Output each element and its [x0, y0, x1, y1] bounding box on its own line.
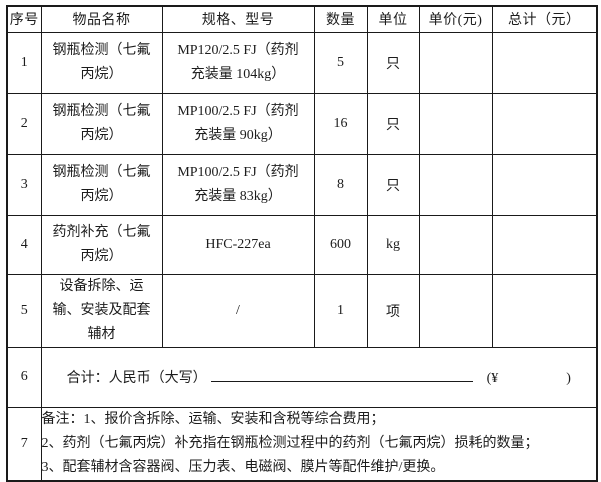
table-row: 2 钢瓶检测（七氟 丙烷） MP100/2.5 FJ（药剂 充装量 90kg） … — [6, 92, 598, 155]
table-row: 5 设备拆除、运 输、安装及配套 辅材 / 1 项 — [6, 273, 598, 348]
cell-quantity: 16 — [313, 92, 368, 155]
remark-line-2: 2、药剂（七氟丙烷）补充指在钢瓶检测过程中的药剂（七氟丙烷）损耗的数量； — [41, 435, 539, 451]
total-cell: 合计：人民币（大写） (¥) — [40, 346, 598, 408]
total-row: 6 合计：人民币（大写） (¥) — [6, 346, 598, 408]
remark-line-1: 备注：1、报价含拆除、运输、安装和含税等综合费用； — [41, 411, 385, 427]
cell-unit: 只 — [366, 92, 420, 155]
cell-unit-price — [418, 214, 493, 275]
cell-total — [491, 31, 598, 94]
cell-total — [491, 153, 598, 216]
cell-no: 3 — [6, 153, 42, 216]
cell-no: 1 — [6, 31, 42, 94]
header-quantity: 数量 — [313, 5, 368, 33]
cell-unit-price — [418, 273, 493, 348]
cell-quantity: 600 — [313, 214, 368, 275]
cell-item-name: 钢瓶检测（七氟 丙烷） — [40, 153, 163, 216]
cell-no: 7 — [6, 406, 42, 481]
cell-item-name: 钢瓶检测（七氟 丙烷） — [40, 31, 163, 94]
cell-spec-model: MP100/2.5 FJ（药剂 充装量 90kg） — [161, 92, 315, 155]
cell-item-name: 钢瓶检测（七氟 丙烷） — [40, 92, 163, 155]
cell-total — [491, 273, 598, 348]
cell-quantity: 5 — [313, 31, 368, 94]
cell-unit: 项 — [366, 273, 420, 348]
cell-spec-model: / — [161, 273, 315, 348]
table-row: 4 药剂补充（七氟 丙烷） HFC-227ea 600 kg — [6, 214, 598, 275]
remarks-row: 7 备注：1、报价含拆除、运输、安装和含税等综合费用； 2、药剂（七氟丙烷）补充… — [6, 406, 598, 481]
remarks-cell: 备注：1、报价含拆除、运输、安装和含税等综合费用； 2、药剂（七氟丙烷）补充指在… — [40, 406, 598, 481]
cell-no: 4 — [6, 214, 42, 275]
cell-unit-price — [418, 153, 493, 216]
cell-item-name: 药剂补充（七氟 丙烷） — [40, 214, 163, 275]
currency-open-paren: (¥ — [486, 371, 499, 386]
cell-item-name: 设备拆除、运 输、安装及配套 辅材 — [40, 273, 163, 348]
cell-unit-price — [418, 31, 493, 94]
cell-spec-model: MP120/2.5 FJ（药剂 充装量 104kg） — [161, 31, 315, 94]
header-unit: 单位 — [366, 5, 420, 33]
cell-no: 5 — [6, 273, 42, 348]
table-header-row: 序号 物品名称 规格、型号 数量 单位 单价(元) 总计（元） — [6, 5, 598, 33]
cell-quantity: 8 — [313, 153, 368, 216]
total-line: 合计：人民币（大写） (¥) — [67, 371, 571, 386]
cell-quantity: 1 — [313, 273, 368, 348]
cell-unit: 只 — [366, 153, 420, 216]
table-row: 3 钢瓶检测（七氟 丙烷） MP100/2.5 FJ（药剂 充装量 83kg） … — [6, 153, 598, 216]
cell-spec-model: MP100/2.5 FJ（药剂 充装量 83kg） — [161, 153, 315, 216]
cell-no: 6 — [6, 346, 42, 408]
header-item-name: 物品名称 — [40, 5, 163, 33]
remark-line-3: 3、配套辅材含容器阀、压力表、电磁阀、膜片等配件维护/更换。 — [41, 459, 445, 475]
header-unit-price: 单价(元) — [418, 5, 493, 33]
cell-total — [491, 214, 598, 275]
table-row: 1 钢瓶检测（七氟 丙烷） MP120/2.5 FJ（药剂 充装量 104kg）… — [6, 31, 598, 94]
amount-in-words-blank — [210, 367, 473, 382]
cell-unit: kg — [366, 214, 420, 275]
cell-unit: 只 — [366, 31, 420, 94]
cell-total — [491, 92, 598, 155]
header-no: 序号 — [6, 5, 42, 33]
quotation-table: 序号 物品名称 规格、型号 数量 单位 单价(元) 总计（元） 1 钢瓶检测（七… — [6, 5, 598, 482]
cell-no: 2 — [6, 92, 42, 155]
cell-spec-model: HFC-227ea — [161, 214, 315, 275]
header-total: 总计（元） — [491, 5, 598, 33]
currency-close-paren: ) — [566, 371, 571, 386]
cell-unit-price — [418, 92, 493, 155]
total-label: 合计：人民币（大写） — [66, 371, 207, 386]
header-spec-model: 规格、型号 — [161, 5, 315, 33]
